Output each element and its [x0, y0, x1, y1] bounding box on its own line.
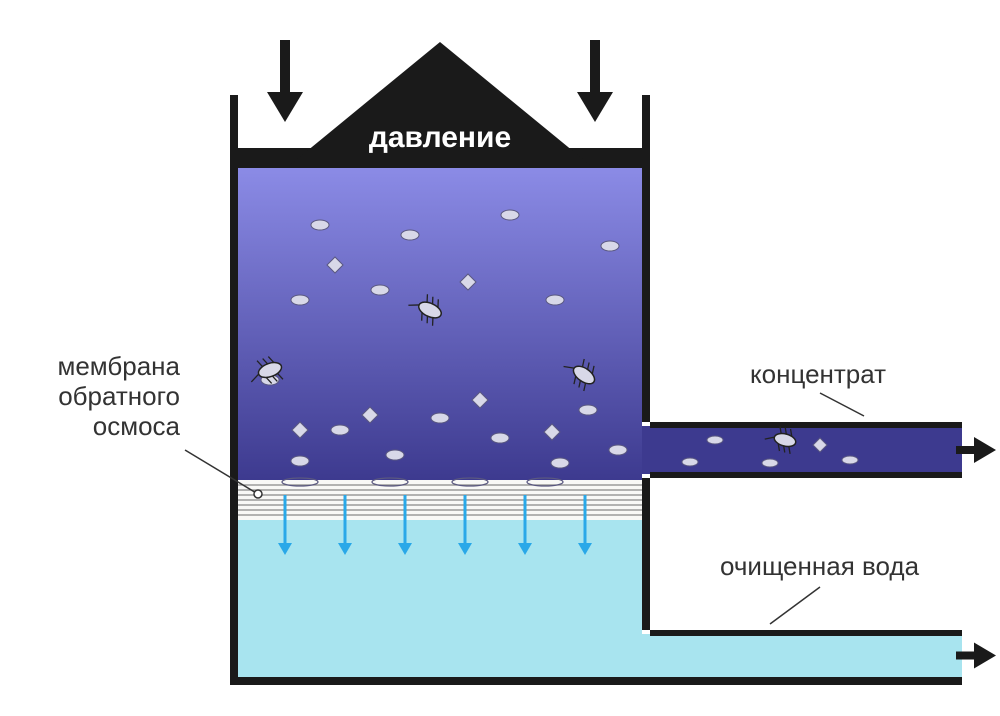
pressure-label: давление: [369, 121, 511, 154]
reverse-osmosis-diagram: мембранаобратногоосмоса концентрат очищенн…: [0, 0, 1000, 716]
pure-water-label: очищенная вода: [720, 551, 920, 581]
membrane-label: мембранаобратногоосмоса: [57, 351, 180, 441]
concentrate-label: концентрат: [750, 359, 886, 389]
